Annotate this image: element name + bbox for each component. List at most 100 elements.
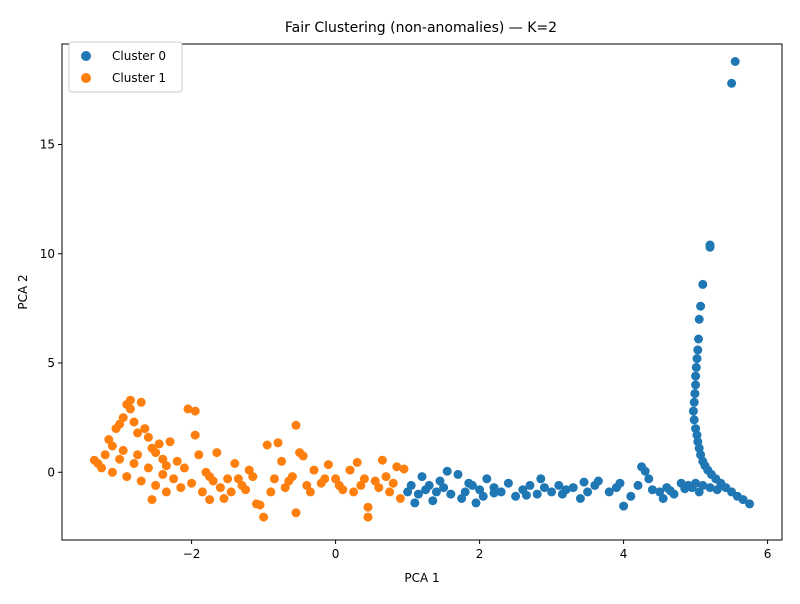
data-point [212, 448, 222, 458]
x-tick-label: −2 [183, 547, 201, 561]
data-point [691, 362, 701, 372]
data-point [410, 498, 420, 508]
data-point [694, 314, 704, 324]
data-point [179, 463, 189, 473]
data-point [226, 487, 236, 497]
data-point [190, 430, 200, 440]
data-point [688, 406, 698, 416]
data-point [644, 474, 654, 484]
data-point [547, 487, 557, 497]
data-point [356, 480, 366, 490]
data-point [277, 456, 287, 466]
data-point [399, 464, 409, 474]
data-point [291, 420, 301, 430]
data-point [320, 474, 330, 484]
data-point [273, 438, 283, 448]
data-point [331, 474, 341, 484]
x-tick-label: 6 [764, 547, 772, 561]
data-point [478, 491, 488, 501]
legend-marker-cluster-0 [81, 51, 91, 61]
data-point [457, 494, 467, 503]
data-point [689, 415, 699, 425]
data-point [604, 487, 614, 497]
x-tick-label: 2 [476, 547, 484, 561]
data-point [583, 487, 593, 497]
data-point [305, 487, 315, 497]
data-point [691, 380, 701, 390]
ticks-layer: −2 0 2 4 6 0 5 10 15 [40, 138, 772, 561]
y-tick-label: 10 [40, 247, 55, 261]
data-point [323, 460, 333, 470]
data-point [125, 404, 135, 414]
data-point [241, 485, 251, 495]
data-point [619, 501, 629, 511]
data-point [392, 462, 402, 472]
data-point [568, 483, 578, 493]
data-point [496, 487, 506, 497]
series-cluster-1 [89, 395, 409, 522]
data-point [403, 487, 413, 497]
y-tick-label: 5 [47, 356, 55, 370]
data-point [446, 489, 456, 499]
data-point [431, 487, 441, 497]
x-tick-label: 4 [620, 547, 628, 561]
data-point [489, 488, 499, 498]
data-point [712, 485, 722, 495]
data-point [233, 474, 243, 484]
data-point [183, 404, 193, 414]
data-point [176, 483, 186, 493]
data-point [172, 456, 182, 466]
chart-title: Fair Clustering (non-anomalies) — K=2 [285, 20, 557, 36]
legend-box [68, 41, 183, 93]
data-point [690, 389, 700, 399]
data-point [377, 455, 387, 465]
data-point [154, 439, 164, 449]
data-point [133, 450, 143, 460]
data-point [692, 430, 702, 440]
data-point [738, 495, 748, 505]
data-point [151, 480, 161, 490]
data-point [503, 478, 513, 488]
data-point [161, 461, 171, 471]
data-point [125, 395, 135, 405]
data-point [115, 419, 125, 429]
data-point [374, 483, 384, 493]
data-point [460, 487, 470, 497]
data-point [633, 480, 643, 490]
data-point [413, 489, 423, 499]
data-point [385, 487, 395, 497]
series-cluster-0 [403, 57, 755, 511]
data-point [381, 472, 391, 482]
data-point [464, 478, 474, 488]
data-point [161, 487, 171, 497]
data-point [349, 487, 359, 497]
data-point [511, 491, 521, 501]
data-point [727, 78, 737, 88]
data-point [363, 512, 373, 522]
data-point [521, 490, 531, 500]
data-point [205, 472, 215, 482]
data-point [532, 489, 542, 499]
legend-label-cluster-1: Cluster 1 [112, 71, 166, 85]
data-point [187, 478, 197, 488]
data-point [579, 477, 589, 487]
data-point [417, 472, 427, 482]
data-point [665, 486, 675, 496]
data-point [223, 474, 233, 484]
data-point [169, 474, 179, 484]
data-point [687, 483, 697, 493]
data-point [280, 483, 290, 493]
data-point [689, 397, 699, 407]
data-point [140, 424, 150, 434]
data-point [370, 476, 380, 486]
y-tick-label: 15 [40, 138, 55, 152]
data-point [97, 463, 107, 473]
data-point [136, 476, 146, 486]
y-tick-label: 0 [47, 465, 55, 479]
data-point [693, 345, 703, 355]
data-point [115, 454, 125, 464]
data-point [190, 406, 200, 416]
data-point [219, 494, 229, 503]
x-axis-label: PCA 1 [404, 571, 439, 585]
